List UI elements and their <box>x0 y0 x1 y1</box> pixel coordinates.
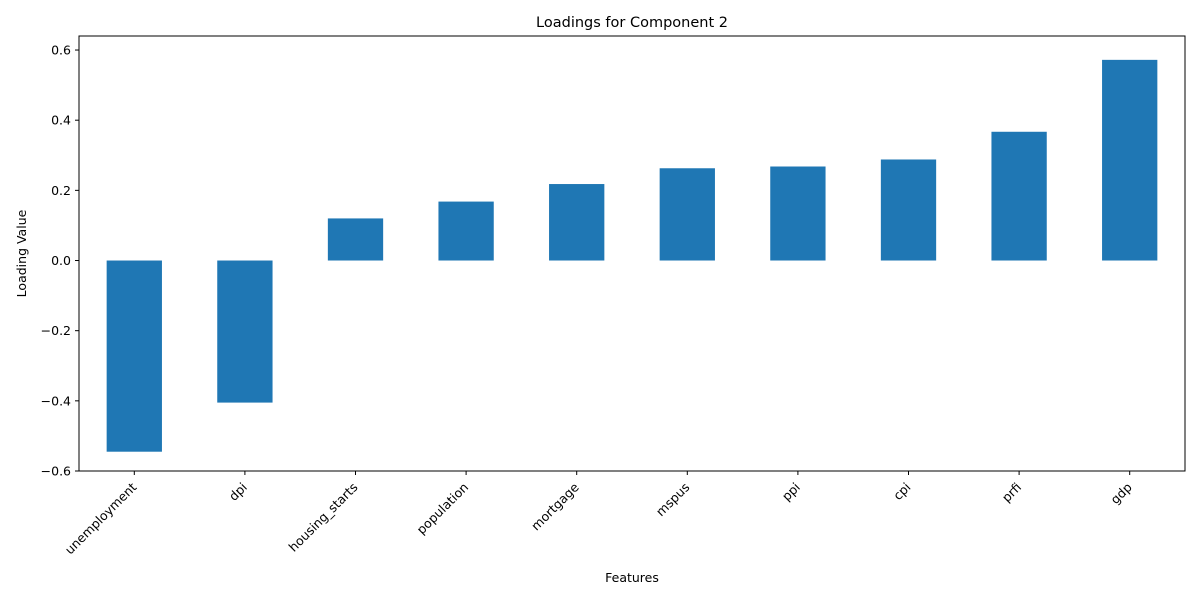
y-tick-label: 0.6 <box>51 43 71 58</box>
y-tick-label: 0.4 <box>51 113 71 128</box>
y-tick-label: 0.2 <box>51 183 71 198</box>
bar-unemployment <box>106 260 162 452</box>
bar-cpi <box>880 159 937 261</box>
y-axis-label: Loading Value <box>14 209 29 297</box>
x-tick-label: gdp <box>1107 479 1134 506</box>
y-tick-label: −0.4 <box>41 393 71 408</box>
chart-title: Loadings for Component 2 <box>536 15 728 31</box>
bar-population <box>438 201 494 261</box>
x-tick-label: unemployment <box>62 479 140 557</box>
x-tick-label: cpi <box>890 480 914 504</box>
bar-housing_starts <box>327 218 384 261</box>
bar-ppi <box>770 166 826 261</box>
x-tick-label: housing_starts <box>286 480 361 555</box>
x-axis-label: Features <box>605 570 659 585</box>
x-tick-label: prfi <box>999 480 1024 505</box>
bar-mortgage <box>549 184 605 261</box>
x-tick-label: mspus <box>653 480 693 520</box>
y-tick-label: 0.0 <box>51 253 71 268</box>
bar-prfi <box>991 131 1047 261</box>
x-ticks-group: unemployment dpi housing_starts population m… <box>62 471 1135 557</box>
x-tick-label: mortgage <box>528 479 582 533</box>
y-tick-label: −0.2 <box>41 323 71 338</box>
x-tick-label: ppi <box>779 480 803 504</box>
bar-gdp <box>1102 59 1158 261</box>
bars-group <box>106 59 1158 452</box>
bar-mspus <box>659 168 715 261</box>
x-tick-label: dpi <box>226 480 250 504</box>
plot-frame <box>78 35 1186 472</box>
y-ticks-group: −0.6 −0.4 −0.2 0.0 0.2 0.4 0.6 <box>41 43 79 479</box>
bar-dpi <box>217 260 273 403</box>
y-tick-label: −0.6 <box>41 464 71 479</box>
x-tick-label: population <box>414 480 472 538</box>
